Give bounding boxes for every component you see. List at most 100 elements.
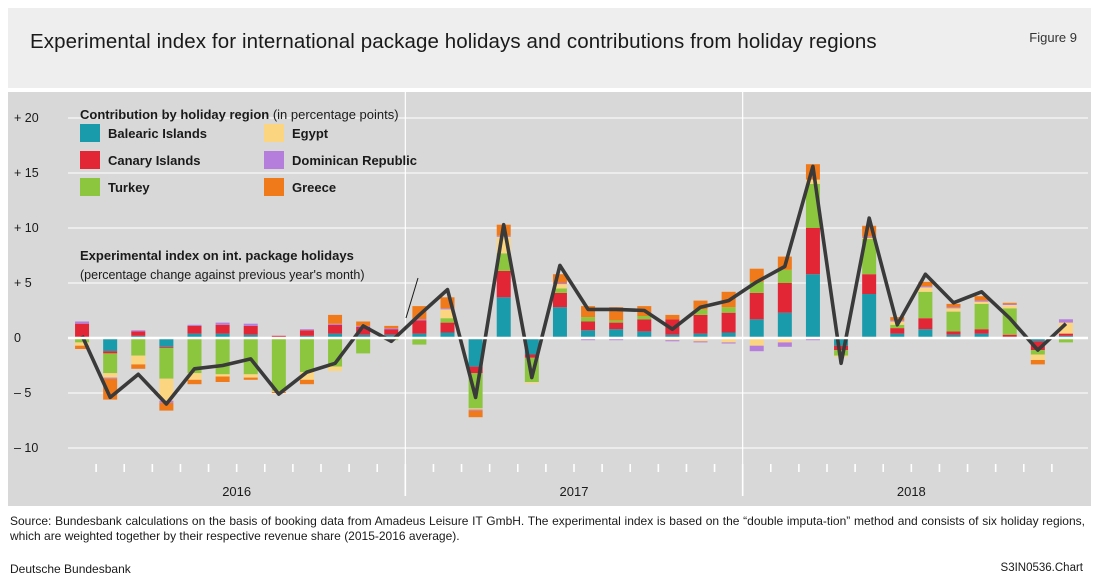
bar-segment: [862, 239, 877, 275]
y-tick-label: 0: [14, 331, 21, 345]
bar-segment: [862, 236, 877, 238]
bar-segment: [131, 355, 146, 365]
bar-segment: [75, 323, 90, 337]
bar-segment: [243, 338, 258, 375]
bar-segment: [749, 292, 764, 320]
bar-segment: [524, 354, 539, 358]
bar-segment: [581, 339, 596, 341]
bar-segment: [1030, 360, 1045, 365]
bar-segment: [974, 300, 989, 302]
bar-segment: [721, 312, 736, 333]
bar-segment: [299, 379, 314, 385]
bar-segment: [75, 321, 90, 324]
bar-segment: [187, 333, 202, 338]
bar-segment: [1058, 338, 1073, 343]
bar-segment: [974, 296, 989, 301]
bar-segment: [412, 320, 427, 334]
year-label: 2017: [560, 484, 589, 499]
bar-segment: [918, 287, 933, 292]
bar-segment: [299, 330, 314, 336]
annotation-leader: [405, 277, 419, 319]
bar-segment: [496, 297, 511, 338]
bar-segment: [946, 331, 961, 335]
y-tick-label: + 20: [14, 111, 39, 125]
bar-segment: [159, 347, 174, 379]
chart-plot: + 20 + 15 + 10 + 5 0 – 5 – 10 2016 2017 2018 Cont…: [8, 92, 1091, 506]
bar-segment: [1030, 341, 1045, 351]
bar-segment: [974, 329, 989, 334]
bar-segment: [581, 306, 596, 318]
legend-swatch: [80, 178, 100, 196]
bar-segment: [805, 179, 820, 184]
bar-segment: [1030, 350, 1045, 355]
y-tick-label: – 5: [14, 386, 31, 400]
bar-segment: [637, 316, 652, 320]
bar-segment: [552, 307, 567, 338]
bar-segment: [637, 319, 652, 332]
bar-segment: [805, 274, 820, 338]
bar-segment: [581, 321, 596, 331]
legend-swatch: [264, 151, 284, 169]
bar-segment: [328, 314, 343, 324]
bar-segment: [215, 322, 230, 325]
bar-segment: [187, 325, 202, 334]
bar-segment: [299, 338, 314, 373]
bar-segment: [749, 281, 764, 293]
bar-segment: [496, 235, 511, 237]
bar-segment: [468, 409, 483, 411]
bar-segment: [637, 331, 652, 338]
bar-segment: [1002, 305, 1017, 309]
bar-segment: [918, 329, 933, 338]
bar-segment: [749, 338, 764, 346]
bar-segment: [693, 309, 708, 315]
bar-segment: [1058, 322, 1073, 334]
bar-segment: [918, 281, 933, 287]
bar-segment: [468, 338, 483, 367]
bar-segment: [243, 325, 258, 335]
bar-segment: [440, 322, 455, 333]
bar-segment: [159, 346, 174, 348]
bar-segment: [131, 331, 146, 336]
bar-segment: [665, 334, 680, 338]
bar-segment: [356, 334, 371, 338]
bar-segment: [581, 330, 596, 338]
legend-swatch: [264, 124, 284, 142]
bar-segment: [974, 301, 989, 304]
legend-label: Greece: [292, 180, 336, 195]
bar-segment: [834, 345, 849, 351]
legend-swatch: [80, 151, 100, 169]
bar-segment: [552, 283, 567, 285]
bar-segment: [75, 342, 90, 346]
bar-segment: [131, 338, 146, 356]
bar-segment: [721, 338, 736, 343]
bar-segment: [946, 334, 961, 338]
bar-segment: [1002, 302, 1017, 304]
chart-id: S3IN0536.Chart: [1000, 562, 1083, 574]
bar-segment: [440, 308, 455, 310]
bar-segment: [693, 341, 708, 343]
figure-header: Experimental index for international pac…: [8, 8, 1091, 88]
bar-segment: [862, 225, 877, 237]
bar-segment: [918, 286, 933, 288]
bar-segment: [440, 297, 455, 309]
bar-segment: [1002, 334, 1017, 337]
bar-segment: [693, 338, 708, 342]
bar-segment: [440, 309, 455, 319]
bar-segment: [103, 373, 118, 378]
bar-segment: [496, 253, 511, 271]
bar-segment: [131, 330, 146, 332]
bar-segment: [496, 270, 511, 298]
bar-segment: [777, 342, 792, 347]
bar-segment: [552, 284, 567, 289]
bar-segment: [131, 364, 146, 369]
bar-segment: [215, 324, 230, 334]
bar-segment: [215, 338, 230, 375]
bar-segment: [328, 324, 343, 334]
bar-segment: [384, 325, 399, 329]
legend-swatch: [80, 124, 100, 142]
bar-segment: [777, 312, 792, 338]
bar-segment: [187, 338, 202, 374]
bar-segment: [609, 339, 624, 341]
legend-label: Egypt: [292, 126, 329, 141]
